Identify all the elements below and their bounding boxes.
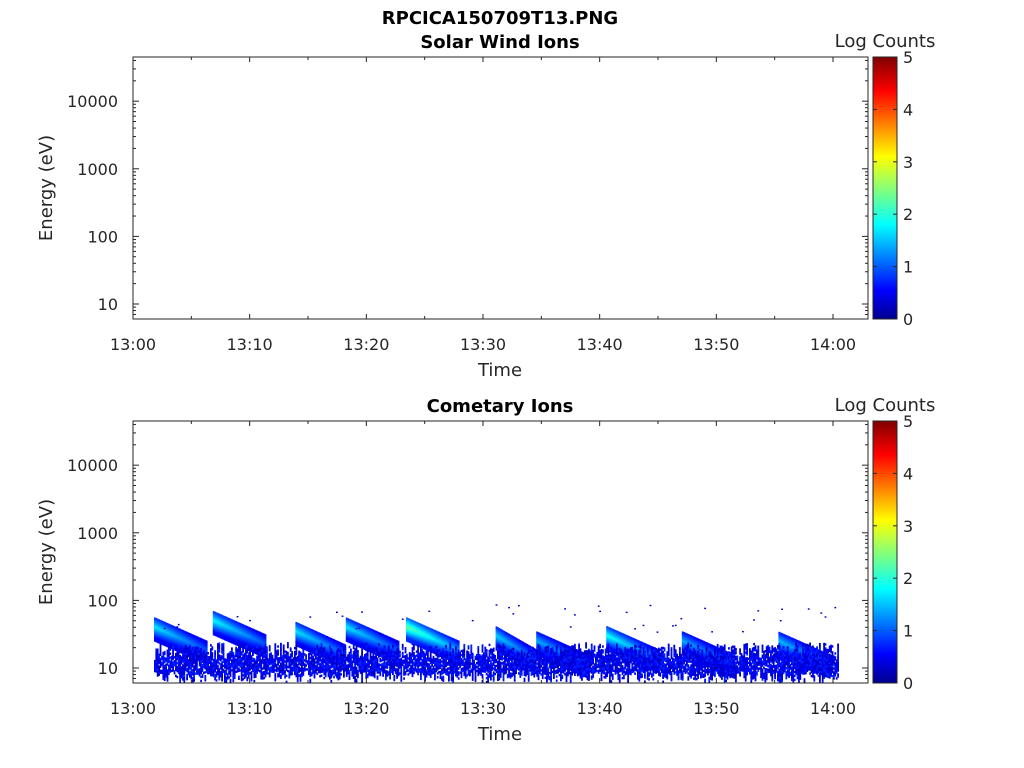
cometary-x-ticks: 13:00 13:10 13:20 13:30 13:40 13:50 14:00 [110,421,856,718]
background-counts [154,604,839,684]
colorbar-tick-label: 3 [903,517,913,536]
x-tick-label: 14:00 [810,699,856,718]
colorbar-tick-label: 0 [903,674,913,693]
solar-wind-colorbar-ticks: 0 1 2 3 4 5 [873,48,913,329]
cometary-y-ticks: 10 100 1000 10000 [67,423,868,684]
colorbar-tick-label: 4 [903,464,913,483]
cometary-colorbar [872,420,898,684]
x-tick-label: 14:00 [810,335,856,354]
colorbar-tick-label: 2 [903,205,913,224]
solar-wind-colorbar [872,56,898,320]
x-tick-label: 13:10 [227,699,273,718]
solar-wind-ions-panel: Solar Wind Ions Log Counts 1010010001000… [36,31,935,381]
dispersion-event [212,611,267,659]
y-tick-label: 10 [98,295,118,314]
x-tick-label: 13:50 [693,335,739,354]
cometary-heatmap [154,604,839,684]
cometary-colorbar-label: Log Counts [835,395,936,416]
y-tick-label: 10000 [67,456,118,475]
cometary-colorbar-ticks: 0 1 2 3 4 5 [873,412,913,693]
colorbar-tick-label: 0 [903,310,913,329]
y-tick-label: 1000 [77,160,118,179]
dispersion-event [406,617,460,665]
solar-wind-axes-box [132,56,869,320]
y-tick-label: 100 [87,227,118,246]
y-tick-label: 10 [98,659,118,678]
x-tick-label: 13:30 [460,699,506,718]
y-tick-label: 1000 [77,524,118,543]
x-tick-label: 13:40 [577,335,623,354]
colorbar-tick-label: 4 [903,100,913,119]
solar-wind-y-ticks: 10 100 1000 10000 [67,59,868,320]
x-tick-label: 13:30 [460,335,506,354]
x-tick-label: 13:10 [227,335,273,354]
colorbar-tick-label: 2 [903,569,913,588]
colorbar-tick-label: 5 [903,412,913,431]
cometary-title: Cometary Ions [427,396,574,417]
cometary-ions-panel: Cometary Ions Log Counts 10100100010000 … [36,395,935,745]
solar-wind-x-ticks: 13:00 13:10 13:20 13:30 13:40 13:50 14:00 [110,57,856,354]
solar-wind-colorbar-label: Log Counts [835,31,936,52]
y-tick-label: 10000 [67,92,118,111]
cometary-xlabel: Time [477,724,522,745]
solar-wind-title: Solar Wind Ions [420,32,579,53]
cometary-axes-box [132,420,869,684]
x-tick-label: 13:40 [577,699,623,718]
x-tick-label: 13:00 [110,699,156,718]
x-tick-label: 13:20 [343,335,389,354]
x-tick-label: 13:50 [693,699,739,718]
solar-wind-ylabel: Energy (eV) [36,135,57,241]
y-tick-label: 100 [87,591,118,610]
x-tick-label: 13:00 [110,335,156,354]
colorbar-tick-label: 5 [903,48,913,67]
colorbar-tick-label: 1 [903,622,913,641]
figure-title: RPCICA150709T13.PNG [382,8,618,29]
cometary-ylabel: Energy (eV) [36,499,57,605]
colorbar-tick-label: 3 [903,153,913,172]
colorbar-tick-label: 1 [903,258,913,277]
x-tick-label: 13:20 [343,699,389,718]
solar-wind-xlabel: Time [477,360,522,381]
